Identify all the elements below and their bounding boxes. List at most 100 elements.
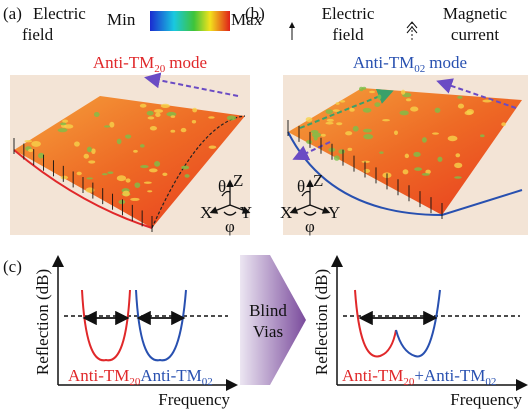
texture: [480, 134, 485, 137]
transition-arrow: [240, 255, 306, 385]
texture: [410, 107, 418, 112]
transition-text: Vias: [253, 322, 283, 341]
texture: [406, 98, 411, 101]
curve-prefix: Anti-TM: [140, 366, 201, 385]
reflection-curve: [82, 290, 130, 360]
legend-text: Magnetic: [443, 4, 508, 23]
panel-label: (a): [3, 4, 22, 23]
texture: [455, 153, 460, 157]
texture: [326, 109, 333, 114]
texture: [118, 200, 125, 204]
texture: [192, 120, 196, 123]
texture: [377, 94, 381, 99]
texture: [117, 139, 122, 145]
axis-label: θ: [218, 177, 226, 196]
texture: [454, 163, 462, 168]
panel-label: (b): [245, 4, 265, 23]
texture: [432, 132, 439, 134]
texture: [147, 111, 154, 116]
texture: [77, 172, 82, 176]
texture: [458, 104, 464, 109]
mode-suffix: mode: [429, 53, 467, 72]
texture: [401, 90, 405, 95]
texture: [394, 131, 398, 135]
texture: [482, 100, 492, 103]
texture: [336, 122, 342, 125]
reflection-curve: [396, 290, 440, 356]
texture: [414, 167, 422, 171]
texture: [333, 109, 340, 112]
axis-label: Z: [313, 171, 323, 190]
texture: [363, 108, 372, 113]
texture: [374, 102, 380, 107]
texture: [154, 161, 160, 167]
mode-prefix: Anti-TM: [93, 53, 154, 72]
texture: [363, 169, 370, 173]
texture: [117, 175, 126, 181]
axis-label: X: [280, 203, 292, 222]
curve-prefix: Anti-TM: [342, 366, 403, 385]
texture: [84, 154, 89, 159]
texture: [334, 155, 340, 160]
texture: [325, 122, 333, 125]
texture: [126, 178, 131, 182]
texture: [62, 119, 68, 122]
texture: [349, 108, 355, 112]
transition-text: Blind: [249, 301, 287, 320]
texture: [454, 176, 462, 179]
texture: [147, 190, 152, 192]
texture: [61, 176, 69, 180]
mode-suffix: mode: [169, 53, 207, 72]
texture: [144, 182, 152, 184]
curve-sub: 02: [202, 376, 213, 388]
curve-prefix: Anti-TM: [68, 366, 129, 385]
texture: [435, 108, 441, 113]
mode-title: Anti-TM20mode: [93, 53, 207, 75]
colorbar: [150, 11, 230, 31]
axis-label: Z: [233, 171, 243, 190]
texture: [181, 128, 187, 132]
legend-text: Electric: [322, 4, 375, 23]
texture: [28, 149, 33, 152]
axis-label: Y: [240, 203, 252, 222]
texture: [133, 150, 138, 153]
texture: [150, 126, 157, 130]
texture: [413, 152, 420, 157]
texture: [170, 130, 175, 133]
axis-label: X: [200, 203, 212, 222]
texture: [149, 168, 158, 172]
mode-sub: 02: [414, 63, 425, 75]
texture: [87, 147, 92, 153]
texture: [327, 119, 334, 122]
texture: [400, 110, 409, 115]
texture: [31, 141, 41, 147]
texture: [154, 109, 163, 113]
panel-label: (c): [3, 257, 22, 276]
texture: [140, 104, 147, 108]
curve-label: Anti-TM20Anti-TM02: [68, 366, 213, 388]
legend-text: field: [22, 25, 54, 44]
texture: [379, 151, 383, 153]
reflection-curve: [136, 290, 186, 360]
texture: [363, 134, 373, 139]
figure: (a) Electric field Min Max (b) Electric …: [0, 0, 532, 413]
texture: [122, 191, 130, 197]
texture: [353, 126, 359, 132]
texture: [321, 134, 326, 137]
texture: [437, 157, 442, 162]
texture: [361, 161, 370, 163]
mode-sub: 20: [154, 63, 166, 75]
texture: [457, 96, 462, 99]
texture: [209, 146, 217, 149]
texture: [148, 116, 155, 119]
texture: [140, 165, 148, 168]
texture: [94, 112, 100, 117]
y-axis-label: Reflection (dB): [33, 269, 52, 375]
legend-text: field: [332, 25, 364, 44]
texture: [102, 173, 108, 175]
texture: [60, 123, 66, 126]
texture: [227, 115, 236, 120]
texture: [363, 129, 372, 133]
curve-sub: 20: [403, 376, 415, 388]
texture: [338, 149, 345, 154]
